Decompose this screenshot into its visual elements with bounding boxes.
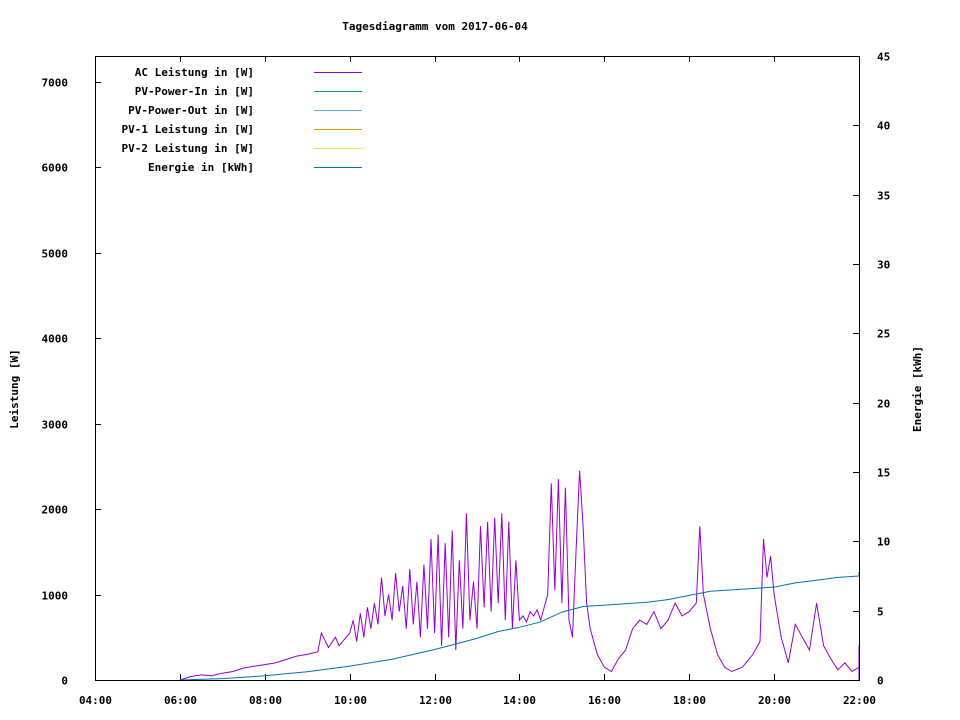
legend-label-4: PV-2 Leistung in [W] bbox=[122, 142, 254, 155]
y-tick-label: 3000 bbox=[42, 419, 69, 432]
x-tick-label: 04:00 bbox=[79, 694, 112, 707]
y2-tick-label: 15 bbox=[877, 467, 890, 480]
y2-tick-label: 10 bbox=[877, 536, 890, 549]
x-tick-label: 06:00 bbox=[164, 694, 197, 707]
y2-tick-label: 45 bbox=[877, 51, 890, 64]
y-tick-label: 7000 bbox=[42, 77, 69, 90]
legend-label-0: AC Leistung in [W] bbox=[135, 66, 254, 79]
y2-tick-label: 20 bbox=[877, 398, 890, 411]
y-tick-label: 2000 bbox=[42, 504, 69, 517]
axis-ticks: 04:00 06:00 08:00 10:00 12:00 14:00 16:00 18:00… bbox=[42, 51, 891, 708]
legend-label-2: PV-Power-Out in [W] bbox=[128, 104, 254, 117]
y-tick-label: 4000 bbox=[42, 333, 69, 346]
series-line-0 bbox=[179, 470, 860, 681]
x-tick-label: 22:00 bbox=[843, 694, 876, 707]
x-tick-label: 08:00 bbox=[249, 694, 282, 707]
chart-title: Tagesdiagramm vom 2017-06-04 bbox=[342, 20, 528, 33]
y2-tick-label: 5 bbox=[877, 606, 884, 619]
x-tick-label: 14:00 bbox=[503, 694, 536, 707]
legend-label-1: PV-Power-In in [W] bbox=[135, 85, 254, 98]
y2-tick-label: 25 bbox=[877, 328, 890, 341]
y2-tick-label: 0 bbox=[877, 675, 884, 688]
y2-tick-label: 30 bbox=[877, 259, 890, 272]
x-tick-label: 18:00 bbox=[673, 694, 706, 707]
x-tick-label: 12:00 bbox=[419, 694, 452, 707]
x-tick-label: 10:00 bbox=[334, 694, 367, 707]
y2-axis-label: Energie [kWh] bbox=[911, 346, 924, 432]
y2-tick-label: 35 bbox=[877, 190, 890, 203]
legend-label-3: PV-1 Leistung in [W] bbox=[122, 123, 254, 136]
y-tick-label: 5000 bbox=[42, 248, 69, 261]
plot-frame bbox=[95, 56, 860, 681]
y-tick-label: 6000 bbox=[42, 162, 69, 175]
y-axis-label: Leistung [W] bbox=[8, 349, 21, 428]
y-tick-label: 0 bbox=[61, 675, 68, 688]
legend: AC Leistung in [W] PV-Power-In in [W] PV-P… bbox=[122, 66, 362, 174]
legend-label-5: Energie in [kWh] bbox=[148, 161, 254, 174]
x-tick-label: 16:00 bbox=[588, 694, 621, 707]
series-line-5 bbox=[179, 571, 860, 681]
y2-tick-label: 40 bbox=[877, 120, 890, 133]
y-tick-label: 1000 bbox=[42, 590, 69, 603]
plot-lines bbox=[179, 470, 860, 681]
x-tick-label: 20:00 bbox=[758, 694, 791, 707]
